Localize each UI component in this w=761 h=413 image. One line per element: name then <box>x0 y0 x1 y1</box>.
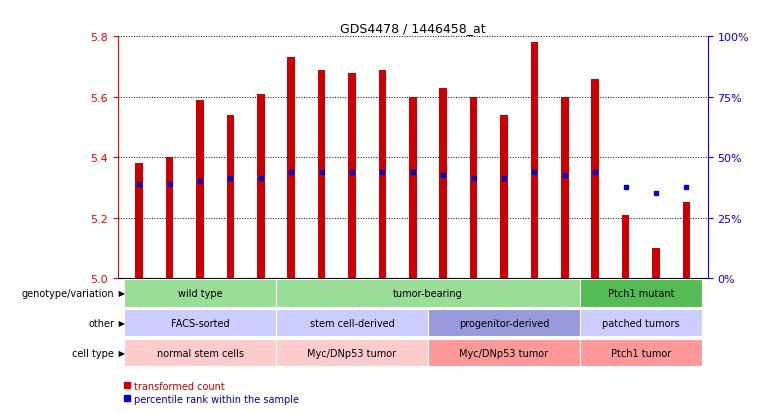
Bar <box>257 95 265 278</box>
Bar <box>227 116 234 278</box>
Text: Myc/DNp53 tumor: Myc/DNp53 tumor <box>307 348 396 358</box>
Bar <box>288 58 295 278</box>
Title: GDS4478 / 1446458_at: GDS4478 / 1446458_at <box>340 21 486 35</box>
FancyBboxPatch shape <box>428 309 580 337</box>
FancyBboxPatch shape <box>580 339 702 366</box>
Bar <box>470 97 477 278</box>
FancyBboxPatch shape <box>276 339 428 366</box>
Text: wild type: wild type <box>178 288 222 298</box>
Bar <box>561 97 568 278</box>
Bar <box>439 88 447 278</box>
Bar <box>135 164 143 278</box>
FancyBboxPatch shape <box>580 280 702 307</box>
Bar <box>622 215 629 278</box>
Bar <box>318 70 326 278</box>
FancyBboxPatch shape <box>276 309 428 337</box>
FancyBboxPatch shape <box>428 339 580 366</box>
Bar <box>409 97 416 278</box>
Bar <box>500 116 508 278</box>
Text: ▶: ▶ <box>116 348 125 357</box>
Bar <box>196 100 204 278</box>
Text: ▶: ▶ <box>116 318 125 328</box>
FancyBboxPatch shape <box>580 309 702 337</box>
Bar <box>591 79 599 278</box>
Text: genotype/variation: genotype/variation <box>21 288 114 298</box>
Text: patched tumors: patched tumors <box>602 318 680 328</box>
Text: cell type: cell type <box>72 348 114 358</box>
Text: FACS-sorted: FACS-sorted <box>170 318 229 328</box>
Text: other: other <box>88 318 114 328</box>
Text: tumor-bearing: tumor-bearing <box>393 288 463 298</box>
Legend: transformed count, percentile rank within the sample: transformed count, percentile rank withi… <box>123 381 300 404</box>
Text: Ptch1 mutant: Ptch1 mutant <box>607 288 674 298</box>
Bar <box>652 248 660 278</box>
FancyBboxPatch shape <box>124 280 276 307</box>
Text: progenitor-derived: progenitor-derived <box>459 318 549 328</box>
Bar <box>379 70 387 278</box>
FancyBboxPatch shape <box>124 339 276 366</box>
Bar <box>530 43 538 278</box>
Bar <box>349 74 356 278</box>
Text: Myc/DNp53 tumor: Myc/DNp53 tumor <box>460 348 549 358</box>
Text: Ptch1 tumor: Ptch1 tumor <box>611 348 671 358</box>
Text: normal stem cells: normal stem cells <box>157 348 244 358</box>
Bar <box>683 203 690 278</box>
FancyBboxPatch shape <box>124 309 276 337</box>
Text: stem cell-derived: stem cell-derived <box>310 318 394 328</box>
Text: ▶: ▶ <box>116 289 125 298</box>
Bar <box>166 158 174 278</box>
FancyBboxPatch shape <box>276 280 580 307</box>
